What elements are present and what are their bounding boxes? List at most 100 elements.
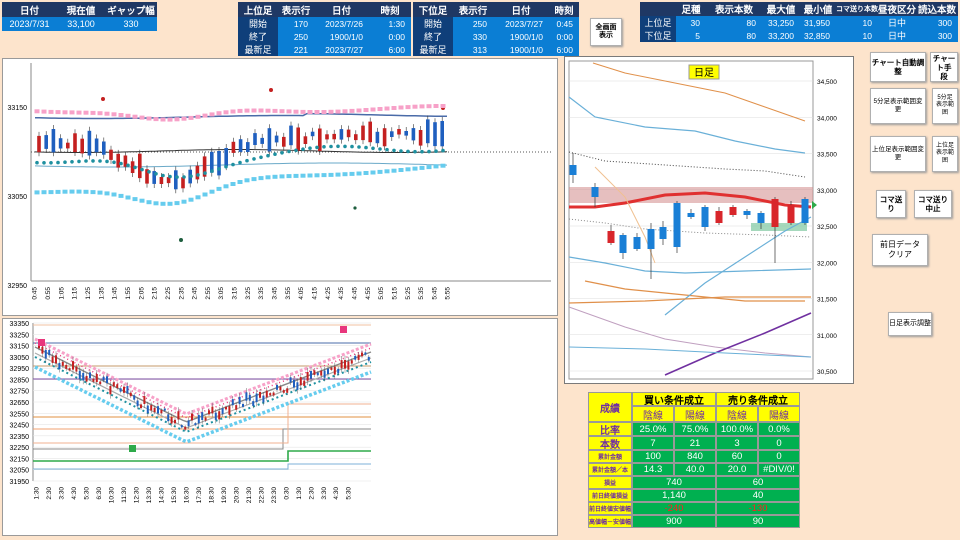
upper-col-rows: 表示行: [278, 2, 314, 17]
summary-upper-3[interactable]: 31,950: [800, 16, 836, 29]
top-x-tick: 5:15: [391, 287, 398, 300]
bottom-y-tick: 33050: [10, 355, 30, 362]
upper-end-rows[interactable]: 250: [278, 30, 314, 43]
upper-leg-title: 上位足: [238, 2, 278, 17]
step-stop-button[interactable]: コマ送り 中止: [914, 190, 952, 218]
lower-end-date[interactable]: 1900/1/0: [493, 30, 549, 43]
chart-auto-adjust-button[interactable]: チャート自動調整: [870, 52, 926, 82]
upper-start-time[interactable]: 1:30: [369, 17, 411, 30]
summary-h6: 読込本数: [916, 2, 958, 16]
upper-range-button-2[interactable]: 上位足 表示範 囲: [932, 136, 958, 172]
lower-end-rows[interactable]: 330: [453, 30, 493, 43]
lower-range-button-2[interactable]: 5分足 表示範 囲: [932, 88, 958, 124]
summary-lower-0[interactable]: 5: [676, 29, 706, 42]
results-cell-1-1: 75.0%: [674, 422, 716, 436]
value-current[interactable]: 33,100: [57, 17, 105, 31]
chart-custom-button[interactable]: チャート手 段: [930, 52, 958, 82]
summary-upper-4[interactable]: 10: [836, 16, 878, 29]
summary-lower-2[interactable]: 33,200: [762, 29, 800, 42]
lower-start-time[interactable]: 0:45: [549, 17, 579, 30]
summary-upper-0[interactable]: 30: [676, 16, 706, 29]
daily-y-tick: 31,500: [817, 297, 837, 304]
top-x-tick: 0:45: [32, 287, 39, 300]
upper-range-button[interactable]: 上位足表示範囲変更: [870, 136, 926, 172]
bottom-x-tick: 10:30: [109, 487, 116, 504]
buy-title: 買い条件成立: [632, 392, 716, 407]
bottom-y-tick: 32150: [10, 456, 30, 463]
bottom-y-tick: 31950: [10, 479, 30, 486]
daily-y-tick: 34,000: [817, 115, 837, 122]
lower-col-time: 時刻: [549, 2, 579, 17]
lower-start-rows[interactable]: 250: [453, 17, 493, 30]
results-cell-2-0: 7: [632, 436, 674, 450]
lower-label-start: 開始: [413, 17, 453, 30]
upper-label-latest: 最新足: [238, 43, 278, 56]
summary-lower-5[interactable]: 日中: [878, 29, 916, 42]
summary-lower-1[interactable]: 80: [706, 29, 762, 42]
full-screen-button[interactable]: 全画面 表示: [590, 18, 622, 46]
top-x-tick: 4:35: [338, 287, 345, 300]
results-cell-4-1: 40.0: [674, 463, 716, 476]
bottom-x-tick: 15:30: [171, 487, 178, 504]
lower-latest-date[interactable]: 1900/1/0: [493, 43, 549, 56]
summary-upper-5[interactable]: 日中: [878, 16, 916, 29]
top-x-tick: 1:15: [72, 287, 79, 300]
lower-latest-time[interactable]: 6:00: [549, 43, 579, 56]
lower-latest-rows[interactable]: 313: [453, 43, 493, 56]
upper-latest-date[interactable]: 2023/7/27: [314, 43, 369, 56]
bottom-x-tick: 2:30: [46, 487, 53, 500]
bottom-x-tick: 1:30: [34, 487, 41, 500]
summary-lower-4[interactable]: 10: [836, 29, 878, 42]
upper-start-date[interactable]: 2023/7/26: [314, 17, 369, 30]
lower-end-time[interactable]: 0:00: [549, 30, 579, 43]
top-x-tick: 2:35: [178, 287, 185, 300]
top-x-tick: 0:55: [45, 287, 52, 300]
top-x-tick: 2:05: [138, 287, 145, 300]
results-label-1: 比率: [588, 422, 632, 437]
summary-lower-3[interactable]: 32,850: [800, 29, 836, 42]
sell-title: 売り条件成立: [716, 392, 800, 407]
header-current: 現在値: [57, 2, 105, 17]
daily-y-tick: 33,500: [817, 152, 837, 159]
summary-lower-6[interactable]: 300: [916, 29, 958, 42]
bottom-y-tick: 33350: [10, 321, 30, 328]
daily-y-tick: 34,500: [817, 79, 837, 86]
results-cell-3-2: 60: [716, 450, 758, 463]
bottom-x-tick: 4:30: [333, 487, 340, 500]
lower-range-button[interactable]: 5分足表示範囲変更: [870, 88, 926, 124]
upper-end-date[interactable]: 1900/1/0: [314, 30, 369, 43]
bottom-x-tick: 2:30: [308, 487, 315, 500]
results-label-2: 本数: [588, 436, 632, 451]
daily-y-tick: 30,500: [817, 369, 837, 376]
bottom-chart-panel: 33350 33250 33150 33050 32950 32850 32750 32650…: [2, 318, 558, 536]
results-cell-1-2: 100.0%: [716, 422, 758, 436]
bottom-x-tick: 1:30: [296, 487, 303, 500]
value-gap[interactable]: 330: [105, 17, 157, 31]
upper-latest-rows[interactable]: 221: [278, 43, 314, 56]
bottom-y-tick: 32550: [10, 411, 30, 418]
summary-upper-2[interactable]: 33,250: [762, 16, 800, 29]
top-x-tick: 5:55: [445, 287, 452, 300]
results-label-6: 前日終値損益: [588, 489, 632, 502]
upper-latest-time[interactable]: 6:00: [369, 43, 411, 56]
results-cell-5-1: 60: [716, 476, 800, 489]
bottom-x-tick: 17:30: [196, 487, 203, 504]
clear-prev-day-button[interactable]: 前日データ クリア: [872, 234, 928, 266]
lower-start-date[interactable]: 2023/7/27: [493, 17, 549, 30]
summary-upper-1[interactable]: 80: [706, 16, 762, 29]
value-date[interactable]: 2023/7/31: [2, 17, 57, 31]
bottom-x-tick: 19:30: [221, 487, 228, 504]
bottom-x-tick: 4:30: [71, 487, 78, 500]
results-label-5: 損益: [588, 476, 632, 489]
top-x-tick: 1:25: [85, 287, 92, 300]
bottom-y-tick: 32250: [10, 445, 30, 452]
top-x-tick: 3:05: [218, 287, 225, 300]
upper-end-time[interactable]: 0:00: [369, 30, 411, 43]
step-button[interactable]: コマ送り: [876, 190, 906, 218]
daily-y-tick: 32,500: [817, 224, 837, 231]
daily-adjust-button[interactable]: 日足表示調整: [888, 312, 932, 336]
upper-start-rows[interactable]: 170: [278, 17, 314, 30]
summary-upper-6[interactable]: 300: [916, 16, 958, 29]
top-y-tick: 33050: [8, 194, 28, 201]
lower-label-latest: 最新足: [413, 43, 453, 56]
